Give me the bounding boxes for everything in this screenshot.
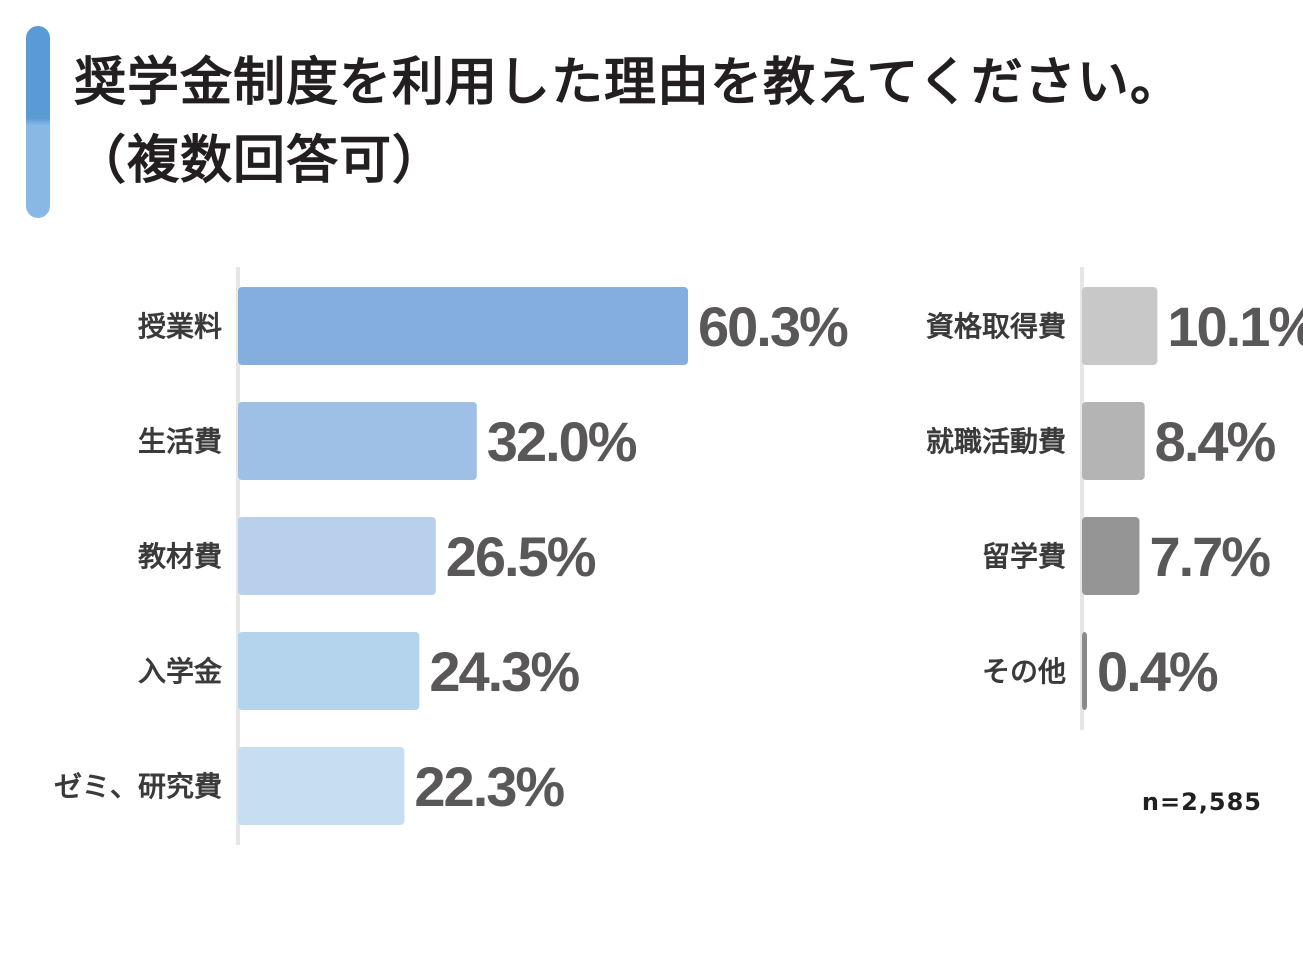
right-bar-panel: 資格取得費 10.1% 就職活動費 8.4% 留学費 7.7% その他 0.4% bbox=[926, 267, 1303, 730]
left-bar-4 bbox=[238, 747, 405, 825]
title-line-1: 奨学金制度を利用した理由を教えてください。 bbox=[74, 53, 1183, 113]
left-value-label-3: 24.3% bbox=[429, 640, 579, 703]
left-category-label-0: 授業料 bbox=[138, 310, 222, 343]
right-value-label-1: 8.4% bbox=[1155, 410, 1276, 473]
left-category-label-2: 教材費 bbox=[138, 540, 222, 573]
right-category-label-0: 資格取得費 bbox=[926, 310, 1066, 343]
right-bar-3 bbox=[1082, 632, 1087, 710]
left-category-label-4: ゼミ、研究費 bbox=[54, 770, 222, 803]
chart-title: 奨学金制度を利用した理由を教えてください。 （複数回答可） bbox=[74, 44, 1183, 200]
left-category-label-1: 生活費 bbox=[138, 425, 222, 458]
right-category-label-1: 就職活動費 bbox=[926, 425, 1066, 458]
title-line-2: （複数回答可） bbox=[74, 131, 446, 191]
right-bar-2 bbox=[1082, 517, 1140, 595]
sample-size-label: n=2,585 bbox=[1141, 788, 1262, 816]
left-bar-1 bbox=[238, 402, 477, 480]
left-value-label-1: 32.0% bbox=[487, 410, 637, 473]
right-bar-0 bbox=[1082, 287, 1158, 365]
right-bar-1 bbox=[1082, 402, 1145, 480]
right-category-label-3: その他 bbox=[982, 655, 1066, 688]
right-value-label-0: 10.1% bbox=[1167, 295, 1303, 358]
left-category-label-3: 入学金 bbox=[138, 655, 223, 688]
right-category-label-2: 留学費 bbox=[982, 540, 1066, 573]
left-bar-2 bbox=[238, 517, 436, 595]
right-value-label-3: 0.4% bbox=[1097, 640, 1218, 703]
left-bar-3 bbox=[238, 632, 420, 710]
right-value-label-2: 7.7% bbox=[1149, 525, 1270, 588]
right-axis-line bbox=[1080, 267, 1084, 730]
title-accent-bar bbox=[26, 26, 50, 218]
left-value-label-0: 60.3% bbox=[698, 295, 848, 358]
left-value-label-2: 26.5% bbox=[446, 525, 596, 588]
left-bar-0 bbox=[238, 287, 688, 365]
left-bar-panel: 授業料 60.3% 生活費 32.0% 教材費 26.5% 入学金 24.3% ゼミ、研究費 22… bbox=[54, 267, 850, 845]
left-value-label-4: 22.3% bbox=[414, 755, 564, 818]
